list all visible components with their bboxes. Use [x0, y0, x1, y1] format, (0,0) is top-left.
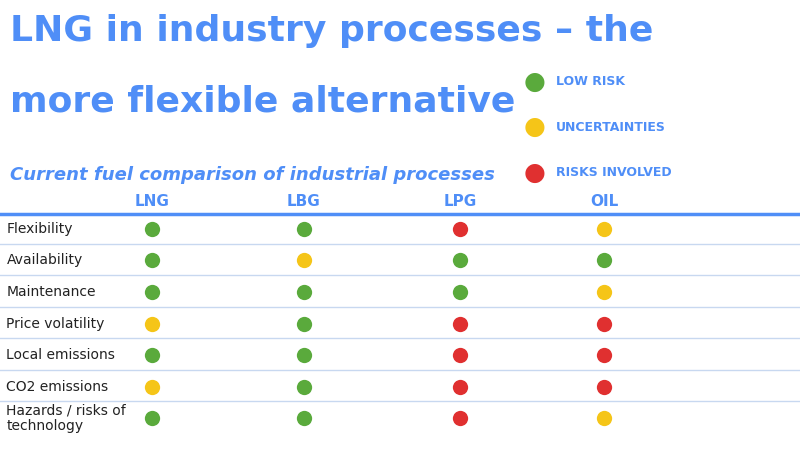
- Text: RISKS INVOLVED: RISKS INVOLVED: [556, 167, 672, 179]
- Text: more flexible alternative: more flexible alternative: [10, 84, 515, 118]
- Text: Price volatility: Price volatility: [6, 317, 105, 331]
- Text: LPG: LPG: [443, 194, 477, 209]
- Text: technology: technology: [6, 420, 83, 434]
- Text: CO2 emissions: CO2 emissions: [6, 379, 109, 394]
- Text: Local emissions: Local emissions: [6, 348, 115, 362]
- Text: OIL: OIL: [590, 194, 618, 209]
- Text: Maintenance: Maintenance: [6, 285, 96, 299]
- Text: LNG: LNG: [134, 194, 170, 209]
- Text: ●: ●: [524, 161, 546, 185]
- Text: LNG in industry processes – the: LNG in industry processes – the: [10, 14, 653, 48]
- Text: Flexibility: Flexibility: [6, 222, 73, 236]
- Text: ●: ●: [524, 116, 546, 139]
- Text: Current fuel comparison of industrial processes: Current fuel comparison of industrial pr…: [10, 166, 494, 184]
- Text: UNCERTAINTIES: UNCERTAINTIES: [556, 121, 666, 134]
- Text: LOW RISK: LOW RISK: [556, 76, 625, 88]
- Text: Hazards / risks of: Hazards / risks of: [6, 403, 126, 417]
- Text: ●: ●: [524, 70, 546, 94]
- Text: LBG: LBG: [287, 194, 321, 209]
- Text: Availability: Availability: [6, 253, 82, 268]
